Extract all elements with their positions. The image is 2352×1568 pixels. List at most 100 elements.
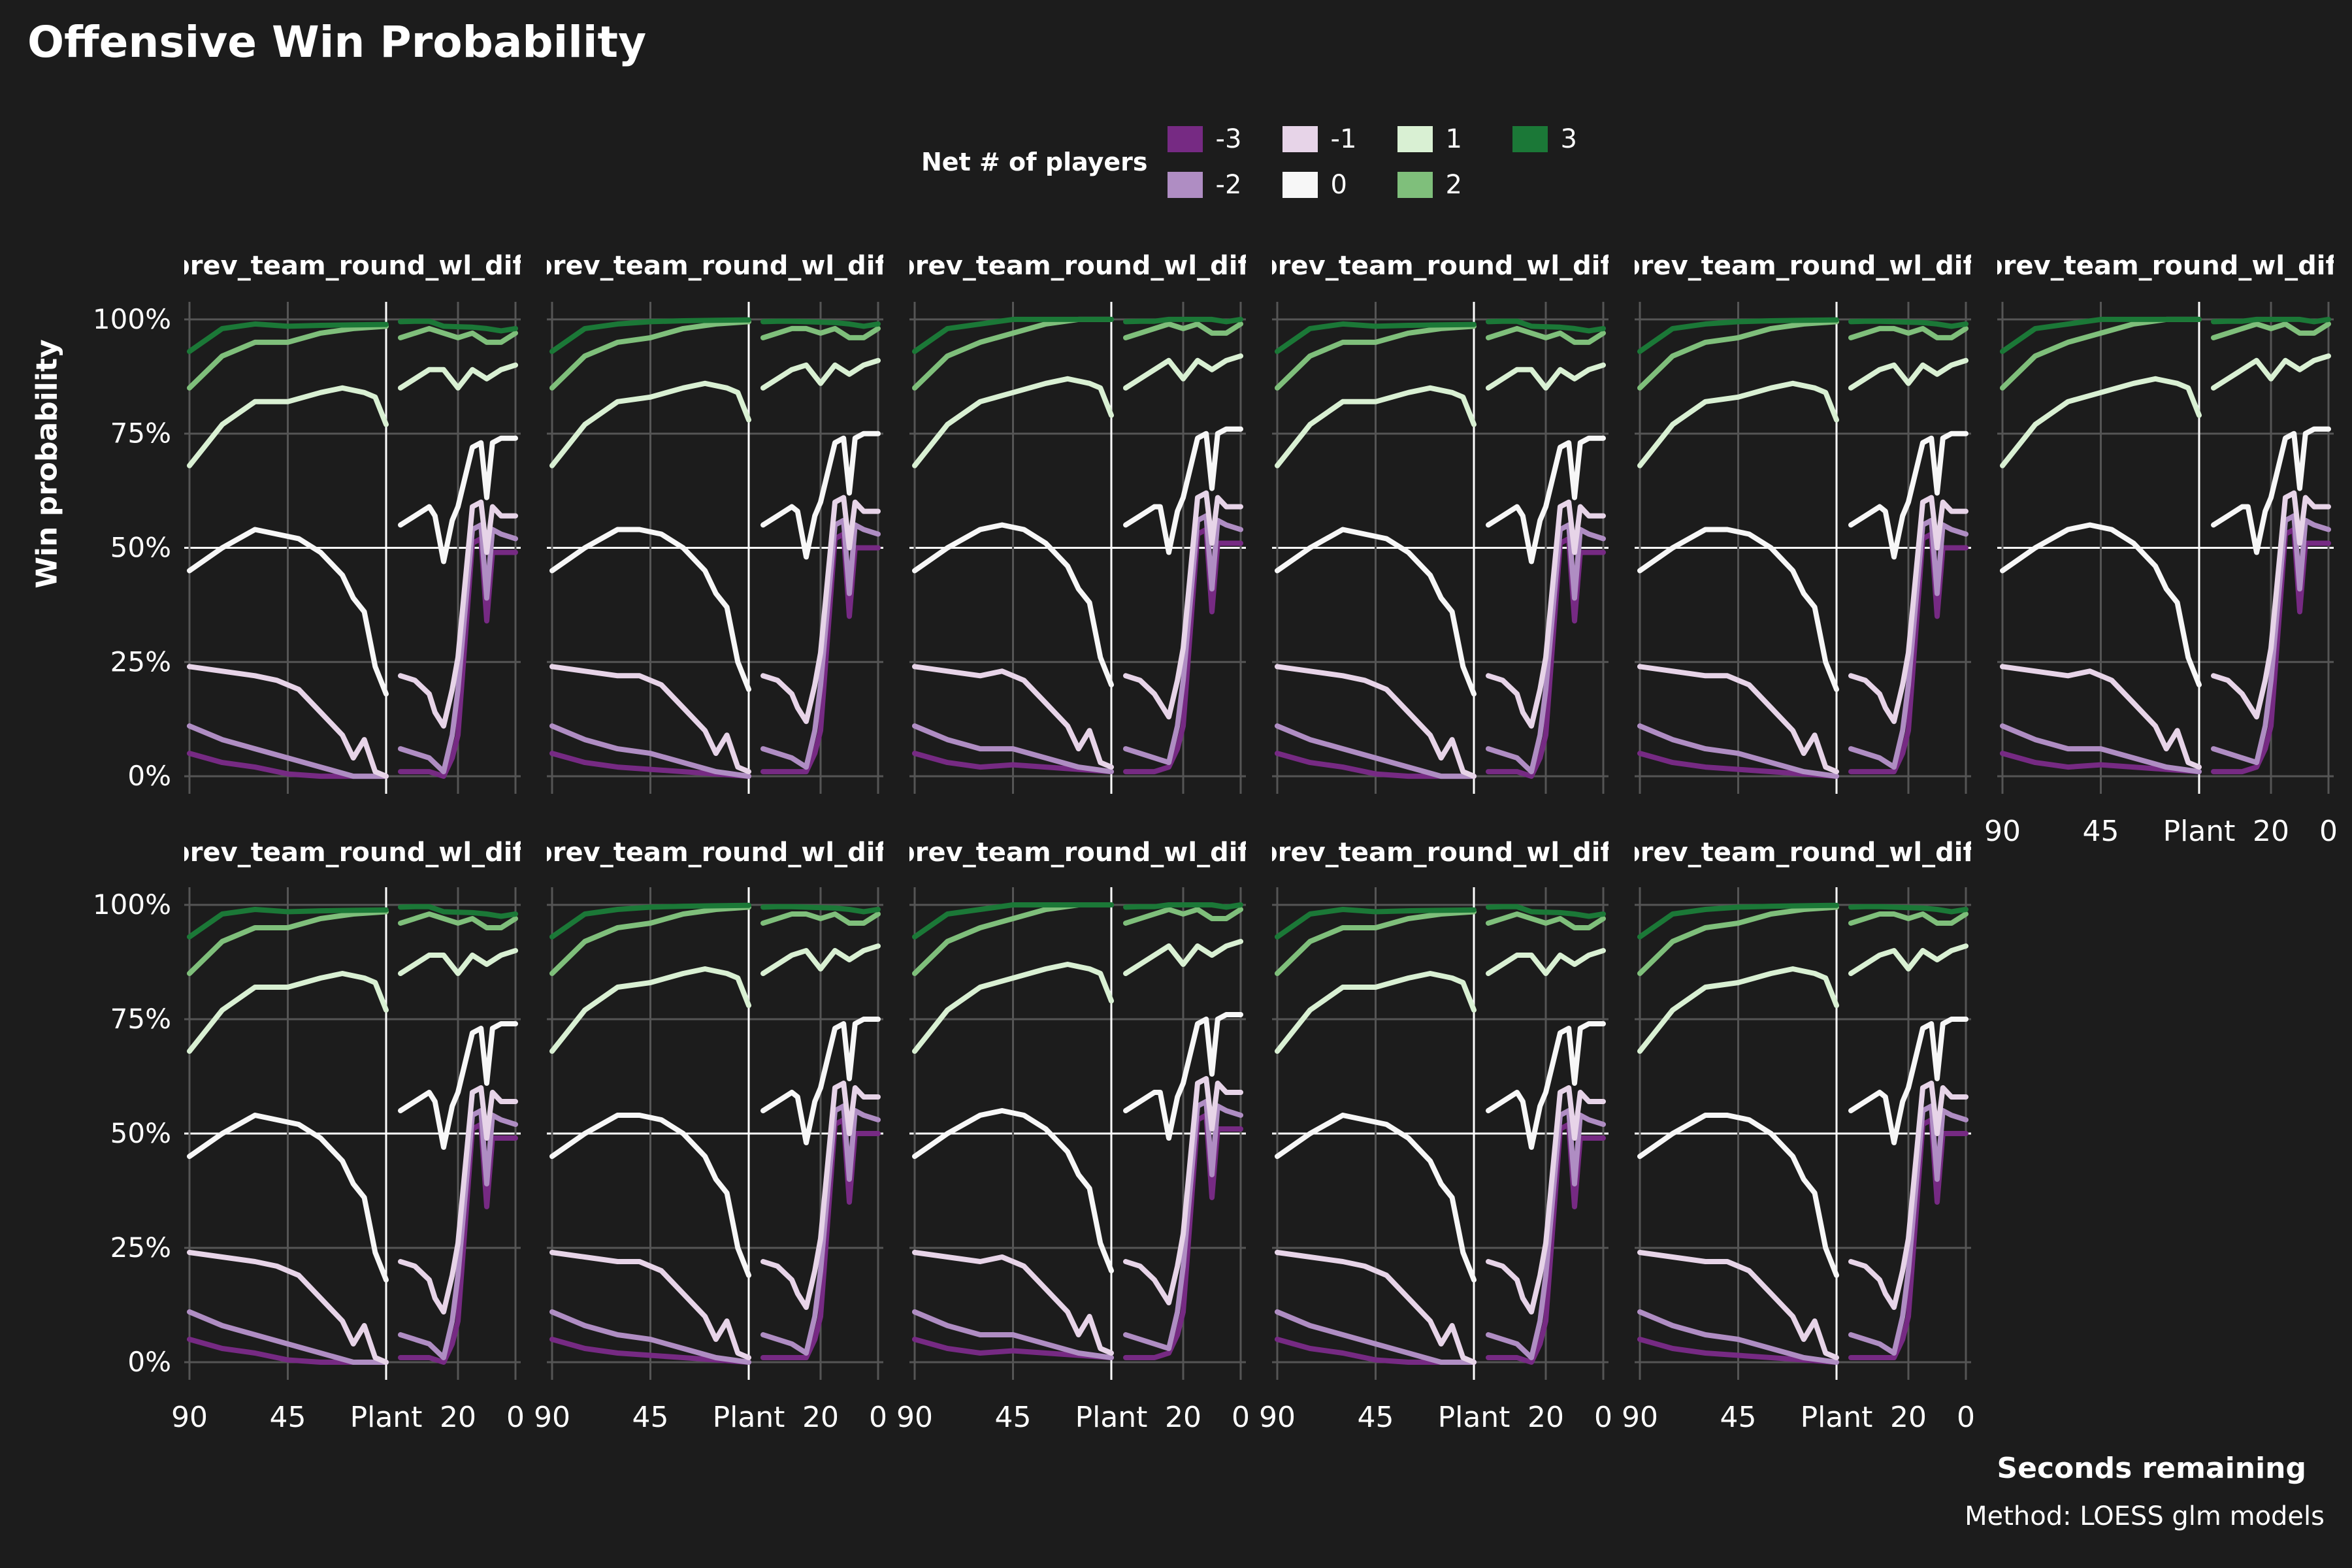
series-line-0: [1637, 1113, 1839, 1278]
legend-item: -1: [1282, 116, 1397, 162]
series-line-3: [549, 317, 751, 354]
series-line-minus3: [2211, 527, 2331, 775]
series-line-2: [1123, 907, 1243, 926]
x-tick-label: Plant: [1075, 1401, 1148, 1434]
series-line-minus3: [760, 531, 881, 775]
legend: Net # of players -3 -2 -1 0 1 2 3: [921, 116, 1627, 208]
legend-swatch: [1282, 126, 1318, 152]
series-line-0: [1486, 435, 1606, 564]
x-tick-label: 20: [802, 1401, 839, 1434]
series-line-0: [760, 1017, 881, 1145]
series-line-0: [187, 527, 389, 697]
x-tick-label: 0: [1594, 1401, 1612, 1434]
series-line-3: [760, 904, 881, 915]
legend-item: 2: [1397, 162, 1512, 208]
series-line-minus1: [549, 1250, 751, 1360]
series-line-3: [549, 902, 751, 939]
series-line-2: [1637, 904, 1839, 976]
legend-label: 1: [1445, 124, 1462, 154]
series-line-2: [398, 911, 518, 930]
series-line-2: [187, 909, 389, 976]
series-line-minus1: [912, 1250, 1114, 1356]
series-line-3: [912, 902, 1114, 939]
series-line-minus3: [1848, 1117, 1968, 1360]
legend-label: 0: [1330, 170, 1347, 200]
x-axis-label: Seconds remaining: [1997, 1452, 2306, 1485]
legend-item: 3: [1512, 116, 1627, 162]
facet-strip-label: prev_team_round_wl_diff: [171, 838, 534, 868]
series-line-2: [1123, 321, 1243, 340]
series-line-3: [1486, 318, 1606, 334]
y-tick-label: 0%: [127, 1346, 171, 1378]
series-line-minus3: [398, 1122, 518, 1365]
series-line-minus1: [1637, 664, 1839, 775]
series-line-3: [1848, 318, 1968, 329]
facet-strip-label: prev_team_round_wl_diff: [1622, 838, 1984, 868]
x-tick-label: 90: [896, 1401, 933, 1434]
series-line-2: [1486, 911, 1606, 930]
series-line-1: [549, 380, 751, 468]
series-line-minus1: [760, 1081, 881, 1310]
series-line-3: [912, 316, 1114, 354]
y-tick-label: 100%: [93, 889, 171, 921]
series-line-0: [2000, 522, 2202, 688]
series-line-2: [760, 325, 881, 340]
series-line-minus1: [1848, 495, 1968, 725]
series-line-minus1: [187, 1250, 389, 1365]
series-line-minus1: [549, 664, 751, 775]
legend-item: 1: [1397, 116, 1512, 162]
series-line-3: [398, 904, 518, 919]
series-line-3: [1637, 902, 1839, 939]
series-line-minus1: [1486, 1085, 1606, 1315]
facet-strip-label: prev_team_round_wl_diff: [534, 251, 896, 281]
series-line-minus1: [398, 499, 518, 729]
x-tick-label: 90: [1984, 815, 2021, 848]
series-line-1: [1637, 966, 1839, 1054]
legend-title: Net # of players: [921, 148, 1148, 176]
x-tick-label: 20: [440, 1401, 476, 1434]
x-tick-label: Plant: [1801, 1401, 1873, 1434]
y-tick-label: 50%: [110, 532, 171, 564]
series-line-2: [1486, 325, 1606, 345]
series-line-2: [398, 325, 518, 345]
facet-strip-label: prev_team_round_wl_diff: [1622, 251, 1984, 281]
x-tick-label: 90: [1259, 1401, 1296, 1434]
series-line-minus2: [1275, 723, 1477, 779]
y-tick-label: 25%: [110, 1232, 171, 1264]
x-tick-label: 0: [506, 1401, 525, 1434]
facet-strip-label: prev_team_round_wl_diff: [171, 251, 534, 281]
series-line-1: [1275, 971, 1477, 1054]
series-line-3: [760, 318, 881, 329]
series-line-3: [1848, 904, 1968, 915]
series-line-minus1: [1123, 1076, 1243, 1305]
series-line-0: [1123, 426, 1243, 555]
series-line-1: [398, 362, 518, 391]
series-line-0: [912, 1108, 1114, 1273]
chart-title: Offensive Win Probability: [27, 17, 647, 67]
series-line-2: [549, 904, 751, 976]
series-line-1: [1123, 353, 1243, 391]
series-line-0: [1637, 527, 1839, 693]
y-tick-label: 100%: [93, 303, 171, 335]
x-tick-label: 0: [2319, 815, 2338, 848]
series-line-1: [1637, 380, 1839, 468]
series-line-minus2: [1275, 1309, 1477, 1365]
legend-item: -2: [1167, 162, 1282, 208]
series-line-3: [1123, 316, 1243, 325]
x-tick-label: 45: [995, 1401, 1032, 1434]
series-line-minus1: [187, 664, 389, 779]
series-line-minus1: [1123, 490, 1243, 720]
y-tick-label: 75%: [110, 417, 171, 449]
x-tick-label: 45: [632, 1401, 669, 1434]
series-line-1: [1486, 948, 1606, 976]
legend-label: -3: [1215, 124, 1242, 154]
series-line-minus1: [912, 664, 1114, 770]
series-line-minus1: [1637, 1250, 1839, 1360]
series-line-1: [398, 948, 518, 976]
series-line-3: [1275, 321, 1477, 354]
facet-strip-label: prev_team_round_wl_diff: [896, 251, 1259, 281]
series-line-2: [1848, 325, 1968, 340]
series-line-minus2: [549, 723, 751, 779]
